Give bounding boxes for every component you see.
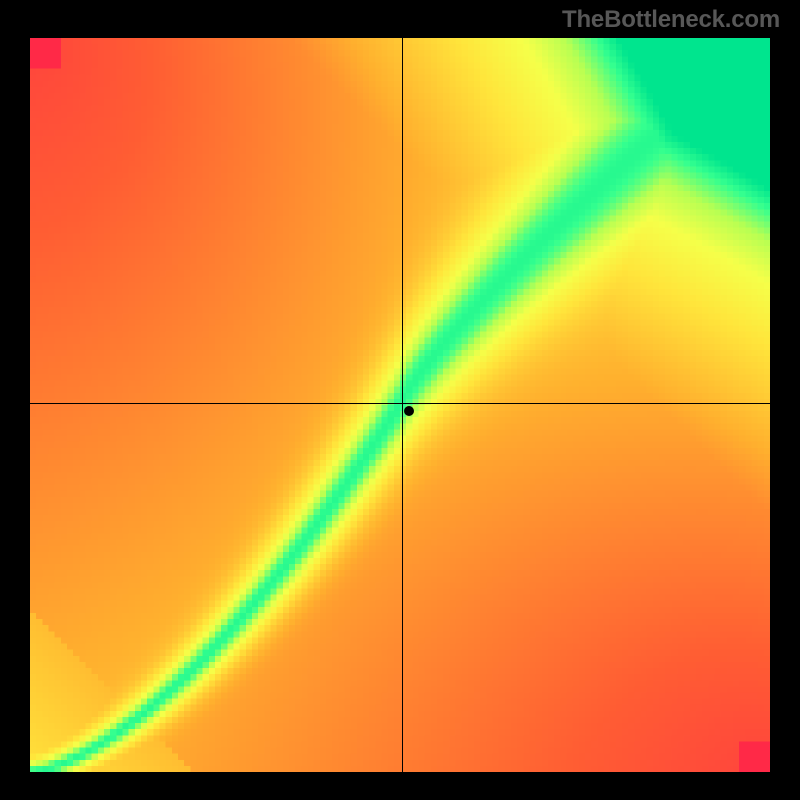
- chart-container: { "type": "heatmap", "watermark": "TheBo…: [0, 0, 800, 800]
- selected-point-marker: [404, 406, 414, 416]
- crosshair-vertical: [402, 38, 403, 772]
- crosshair-horizontal: [30, 403, 770, 404]
- watermark-text: TheBottleneck.com: [562, 6, 780, 34]
- bottleneck-heatmap: [30, 38, 770, 772]
